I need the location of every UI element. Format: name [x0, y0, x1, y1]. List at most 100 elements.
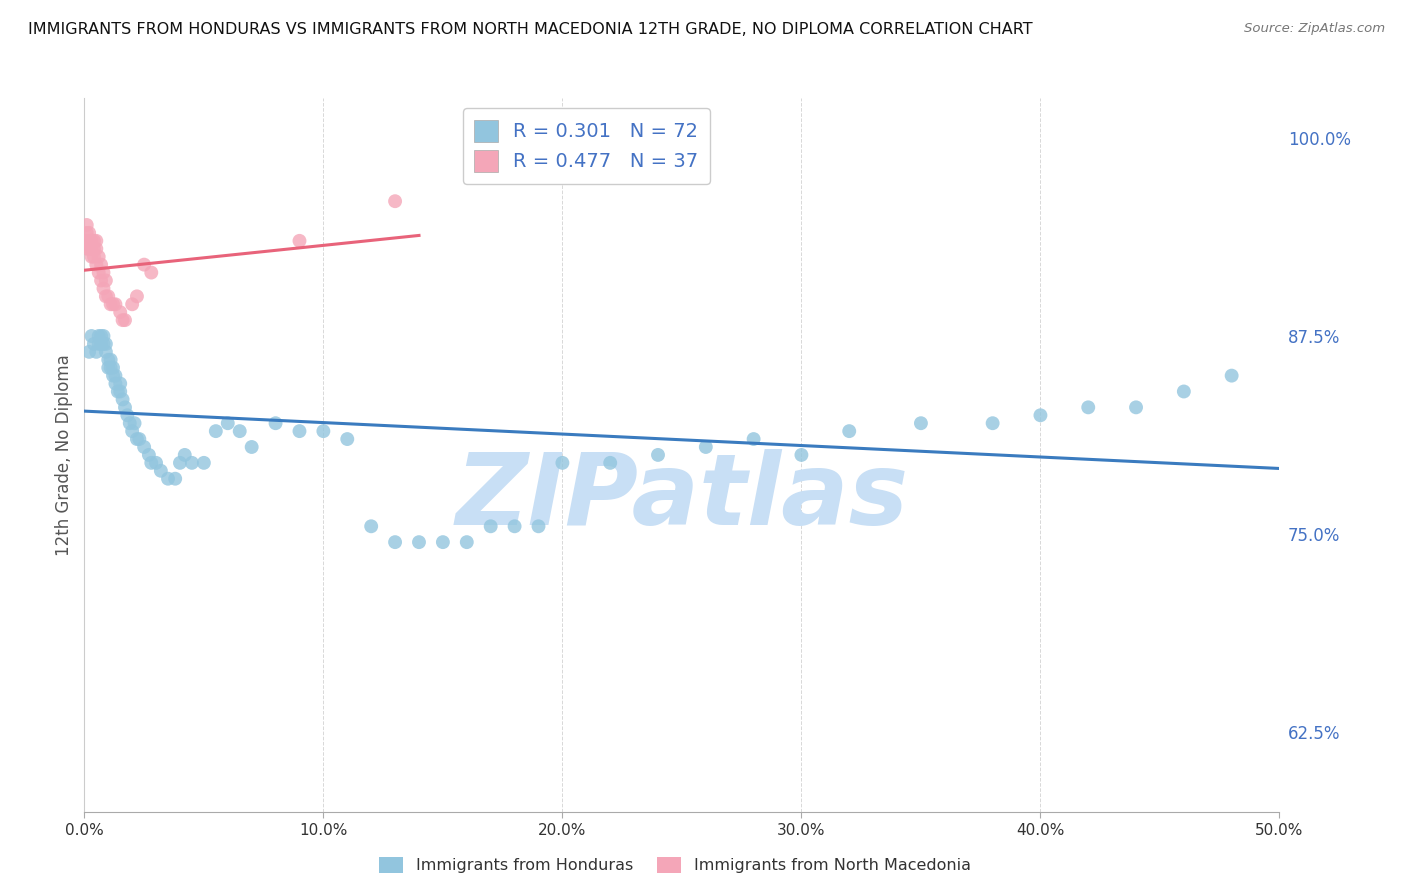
Point: [141, 456, 163, 470]
Point: [90, 337, 112, 351]
Point: [86, 242, 108, 256]
Point: [1125, 401, 1147, 415]
Point: [80, 234, 103, 248]
Point: [910, 416, 932, 430]
Point: [87, 337, 110, 351]
Point: [97, 289, 120, 303]
Point: [86, 234, 108, 248]
Point: [77, 226, 100, 240]
Point: [173, 448, 195, 462]
Point: [479, 519, 502, 533]
Point: [205, 424, 228, 438]
Point: [121, 297, 143, 311]
Point: [114, 401, 136, 415]
Point: [128, 432, 150, 446]
Point: [180, 456, 202, 470]
Text: Source: ZipAtlas.com: Source: ZipAtlas.com: [1244, 22, 1385, 36]
Point: [790, 448, 813, 462]
Point: [217, 416, 239, 430]
Point: [86, 258, 108, 272]
Point: [76, 234, 98, 248]
Point: [1077, 401, 1099, 415]
Point: [599, 456, 621, 470]
Point: [124, 416, 146, 430]
Point: [90, 258, 112, 272]
Point: [125, 289, 148, 303]
Point: [981, 416, 1004, 430]
Point: [83, 234, 105, 248]
Point: [145, 456, 167, 470]
Point: [104, 297, 127, 311]
Point: [104, 368, 127, 383]
Point: [336, 432, 359, 446]
Point: [264, 416, 287, 430]
Point: [94, 344, 117, 359]
Point: [100, 360, 122, 375]
Point: [93, 266, 115, 280]
Point: [1029, 409, 1052, 423]
Point: [132, 440, 156, 454]
Point: [87, 250, 110, 264]
Point: [100, 352, 122, 367]
Point: [110, 376, 132, 391]
Point: [80, 250, 103, 264]
Point: [503, 519, 526, 533]
Point: [384, 535, 406, 549]
Text: ZIPatlas: ZIPatlas: [456, 450, 908, 546]
Point: [93, 329, 115, 343]
Point: [228, 424, 252, 438]
Point: [94, 337, 117, 351]
Point: [80, 242, 103, 256]
Point: [90, 329, 112, 343]
Point: [527, 519, 550, 533]
Point: [456, 535, 478, 549]
Point: [125, 432, 148, 446]
Point: [83, 242, 105, 256]
Point: [132, 258, 156, 272]
Point: [110, 305, 132, 319]
Point: [104, 376, 127, 391]
Point: [149, 464, 172, 478]
Point: [114, 313, 136, 327]
Point: [360, 519, 382, 533]
Point: [77, 242, 100, 256]
Point: [101, 297, 124, 311]
Point: [193, 456, 215, 470]
Point: [100, 297, 122, 311]
Point: [87, 329, 110, 343]
Point: [288, 424, 311, 438]
Point: [408, 535, 430, 549]
Point: [83, 337, 105, 351]
Point: [138, 448, 160, 462]
Legend: Immigrants from Honduras, Immigrants from North Macedonia: Immigrants from Honduras, Immigrants fro…: [373, 850, 977, 880]
Point: [117, 409, 139, 423]
Point: [93, 337, 115, 351]
Point: [76, 226, 98, 240]
Point: [97, 352, 120, 367]
Point: [107, 384, 129, 399]
Point: [83, 250, 105, 264]
Point: [742, 432, 765, 446]
Point: [77, 234, 100, 248]
Point: [647, 448, 669, 462]
Point: [87, 266, 110, 280]
Point: [76, 218, 98, 232]
Point: [432, 535, 454, 549]
Point: [97, 360, 120, 375]
Point: [111, 392, 134, 407]
Point: [288, 234, 311, 248]
Point: [384, 194, 406, 209]
Point: [695, 440, 717, 454]
Point: [76, 242, 98, 256]
Point: [141, 266, 163, 280]
Point: [121, 424, 143, 438]
Legend: R = 0.301   N = 72, R = 0.477   N = 37: R = 0.301 N = 72, R = 0.477 N = 37: [463, 108, 710, 184]
Point: [94, 289, 117, 303]
Point: [77, 344, 100, 359]
Point: [80, 329, 103, 343]
Text: IMMIGRANTS FROM HONDURAS VS IMMIGRANTS FROM NORTH MACEDONIA 12TH GRADE, NO DIPLO: IMMIGRANTS FROM HONDURAS VS IMMIGRANTS F…: [28, 22, 1033, 37]
Point: [111, 313, 134, 327]
Point: [157, 472, 180, 486]
Point: [165, 472, 187, 486]
Point: [101, 360, 124, 375]
